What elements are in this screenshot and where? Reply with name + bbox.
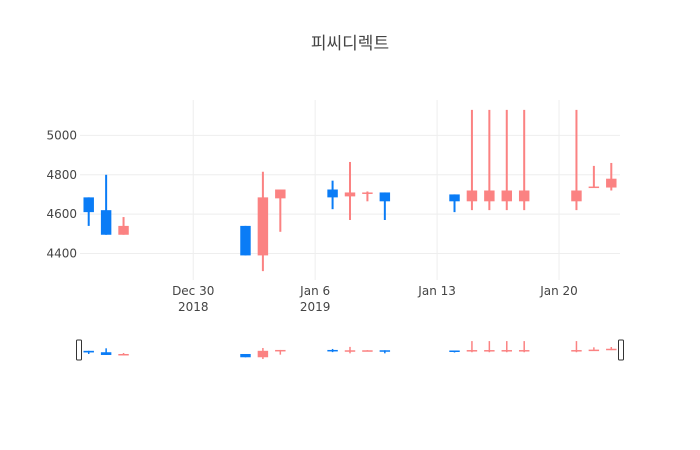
y-tick-label: 5000 (46, 128, 77, 142)
slider-candle-body (501, 350, 512, 352)
candle-body (606, 178, 617, 188)
candle-increasing[interactable] (275, 189, 286, 232)
candle-body (501, 190, 512, 202)
candle-decreasing[interactable] (379, 192, 391, 220)
candle-decreasing[interactable] (240, 225, 251, 256)
candle-body (588, 186, 600, 189)
slider-candle (571, 341, 582, 353)
candle-body (466, 190, 478, 202)
slider-candle-body (344, 350, 356, 352)
candle-decreasing[interactable] (83, 197, 94, 226)
slider-candle (118, 353, 129, 356)
slider-candle-body (466, 350, 478, 352)
candle-increasing[interactable] (362, 191, 373, 202)
slider-candle-body (518, 350, 530, 352)
y-tick-label: 4600 (46, 207, 77, 221)
candle-increasing[interactable] (606, 162, 617, 191)
slider-candle-body (257, 350, 269, 358)
slider-candle-body (571, 350, 582, 352)
slider-candle (466, 341, 478, 353)
slider-candle-body (588, 349, 600, 352)
y-tick-label: 4400 (46, 246, 77, 260)
slider-candle-body (118, 353, 129, 356)
slider-candle (240, 353, 251, 358)
x-tick-label: Jan 6 (299, 284, 330, 298)
candle-decreasing[interactable] (100, 174, 112, 235)
candle-increasing[interactable] (118, 217, 129, 235)
slider-candle-body (362, 350, 373, 352)
candle-body (100, 210, 112, 235)
slider-candle (275, 349, 286, 355)
slider-candle-body (275, 349, 286, 352)
slider-candle (344, 346, 356, 354)
candle-body (449, 194, 460, 202)
candle-body (327, 189, 338, 198)
slider-candle (379, 350, 391, 354)
slider-candle-body (240, 353, 251, 358)
chart-title: 피씨디렉트 (311, 34, 389, 54)
x-tick-label: Jan 13 (417, 284, 456, 298)
candle-increasing[interactable] (484, 109, 495, 211)
candle-increasing[interactable] (571, 109, 582, 211)
candle-increasing[interactable] (344, 161, 356, 220)
slider-candle-body (379, 350, 391, 352)
candle-body (379, 192, 391, 202)
slider-candle-body (100, 352, 112, 355)
x-tick-year-label: 2018 (178, 300, 209, 314)
x-tick-year-label: 2019 (300, 300, 331, 314)
candle-increasing[interactable] (588, 165, 600, 189)
candle-body (484, 190, 495, 202)
slider-candle (100, 348, 112, 355)
range-slider[interactable] (76, 337, 624, 363)
candles[interactable] (83, 109, 617, 272)
slider-candle-body (83, 350, 94, 353)
x-axis-ticks: Dec 30 2018 Jan 6 2019 Jan 13 Jan 20 (172, 284, 578, 314)
candle-body (257, 197, 269, 256)
slider-candle (518, 341, 530, 353)
candle-increasing[interactable] (501, 109, 512, 211)
slider-candle (501, 341, 512, 353)
candle-body (362, 192, 373, 194)
y-tick-label: 4800 (46, 168, 77, 182)
x-tick-label: Dec 30 (172, 284, 214, 298)
slider-candle (327, 348, 338, 353)
candle-body (83, 197, 94, 213)
slider-candle (257, 347, 269, 360)
candle-decreasing[interactable] (327, 180, 338, 210)
slider-candle (588, 347, 600, 352)
range-slider-left-handle[interactable] (76, 339, 82, 361)
candle-body (518, 190, 530, 202)
slider-candle-body (327, 349, 338, 352)
slider-candle (362, 350, 373, 352)
range-slider-right-handle[interactable] (618, 339, 624, 361)
slider-candle (83, 350, 94, 354)
candle-body (240, 225, 251, 256)
slider-candle (449, 350, 460, 353)
candle-increasing[interactable] (466, 109, 478, 211)
candle-body (571, 190, 582, 202)
slider-candle (484, 341, 495, 353)
candle-increasing[interactable] (518, 109, 530, 211)
candle-increasing[interactable] (257, 171, 269, 272)
y-axis-ticks: 4400 4600 4800 5000 (46, 128, 77, 260)
x-tick-label: Jan 20 (539, 284, 578, 298)
slider-candle-body (449, 350, 460, 352)
candle-decreasing[interactable] (449, 194, 460, 213)
candle-body (344, 192, 356, 197)
slider-candle-body (484, 350, 495, 352)
candle-body (275, 189, 286, 199)
slider-candle (606, 346, 617, 351)
candle-body (118, 225, 129, 235)
slider-candle-body (606, 348, 617, 351)
